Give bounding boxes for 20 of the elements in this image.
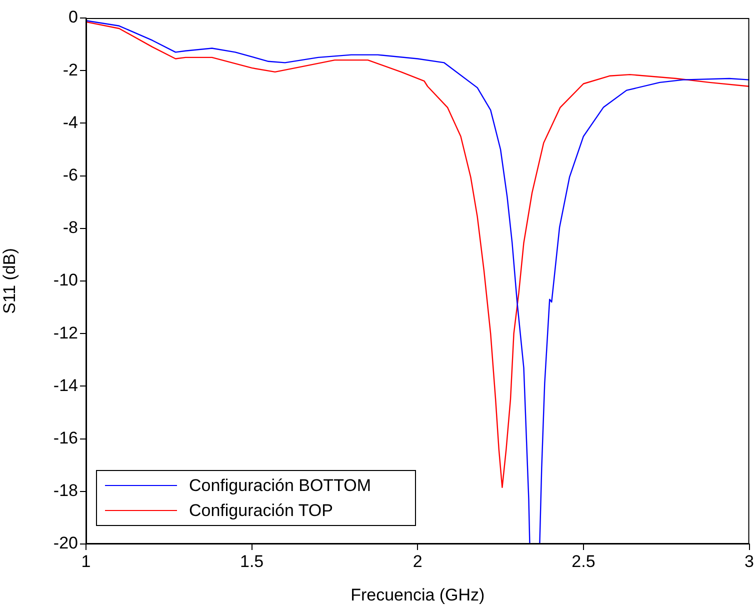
x-tick-label: 2 xyxy=(412,552,422,571)
x-tick-label: 3 xyxy=(744,552,754,571)
y-tick-label: -18 xyxy=(53,481,78,500)
y-tick-label: 0 xyxy=(68,8,78,27)
legend-label: Configuración TOP xyxy=(189,500,333,520)
y-tick-label: -20 xyxy=(53,534,78,553)
x-axis-title: Frecuencia (GHz) xyxy=(350,585,485,604)
x-tick-label: 1 xyxy=(81,552,91,571)
x-tick-label: 2.5 xyxy=(572,552,596,571)
y-tick-label: -4 xyxy=(62,112,78,132)
y-axis-title: S11 (dB) xyxy=(0,248,19,314)
y-tick-label: -14 xyxy=(53,376,78,395)
y-tick-label: -10 xyxy=(53,270,78,290)
legend-label: Configuración BOTTOM xyxy=(189,476,372,496)
y-tick-label: -2 xyxy=(62,60,78,80)
y-tick-label: -8 xyxy=(62,218,78,238)
y-tick-label: -12 xyxy=(53,323,78,342)
y-tick-label: -6 xyxy=(62,165,78,184)
x-tick-label: 1.5 xyxy=(240,552,264,571)
y-tick-label: -16 xyxy=(53,428,78,448)
